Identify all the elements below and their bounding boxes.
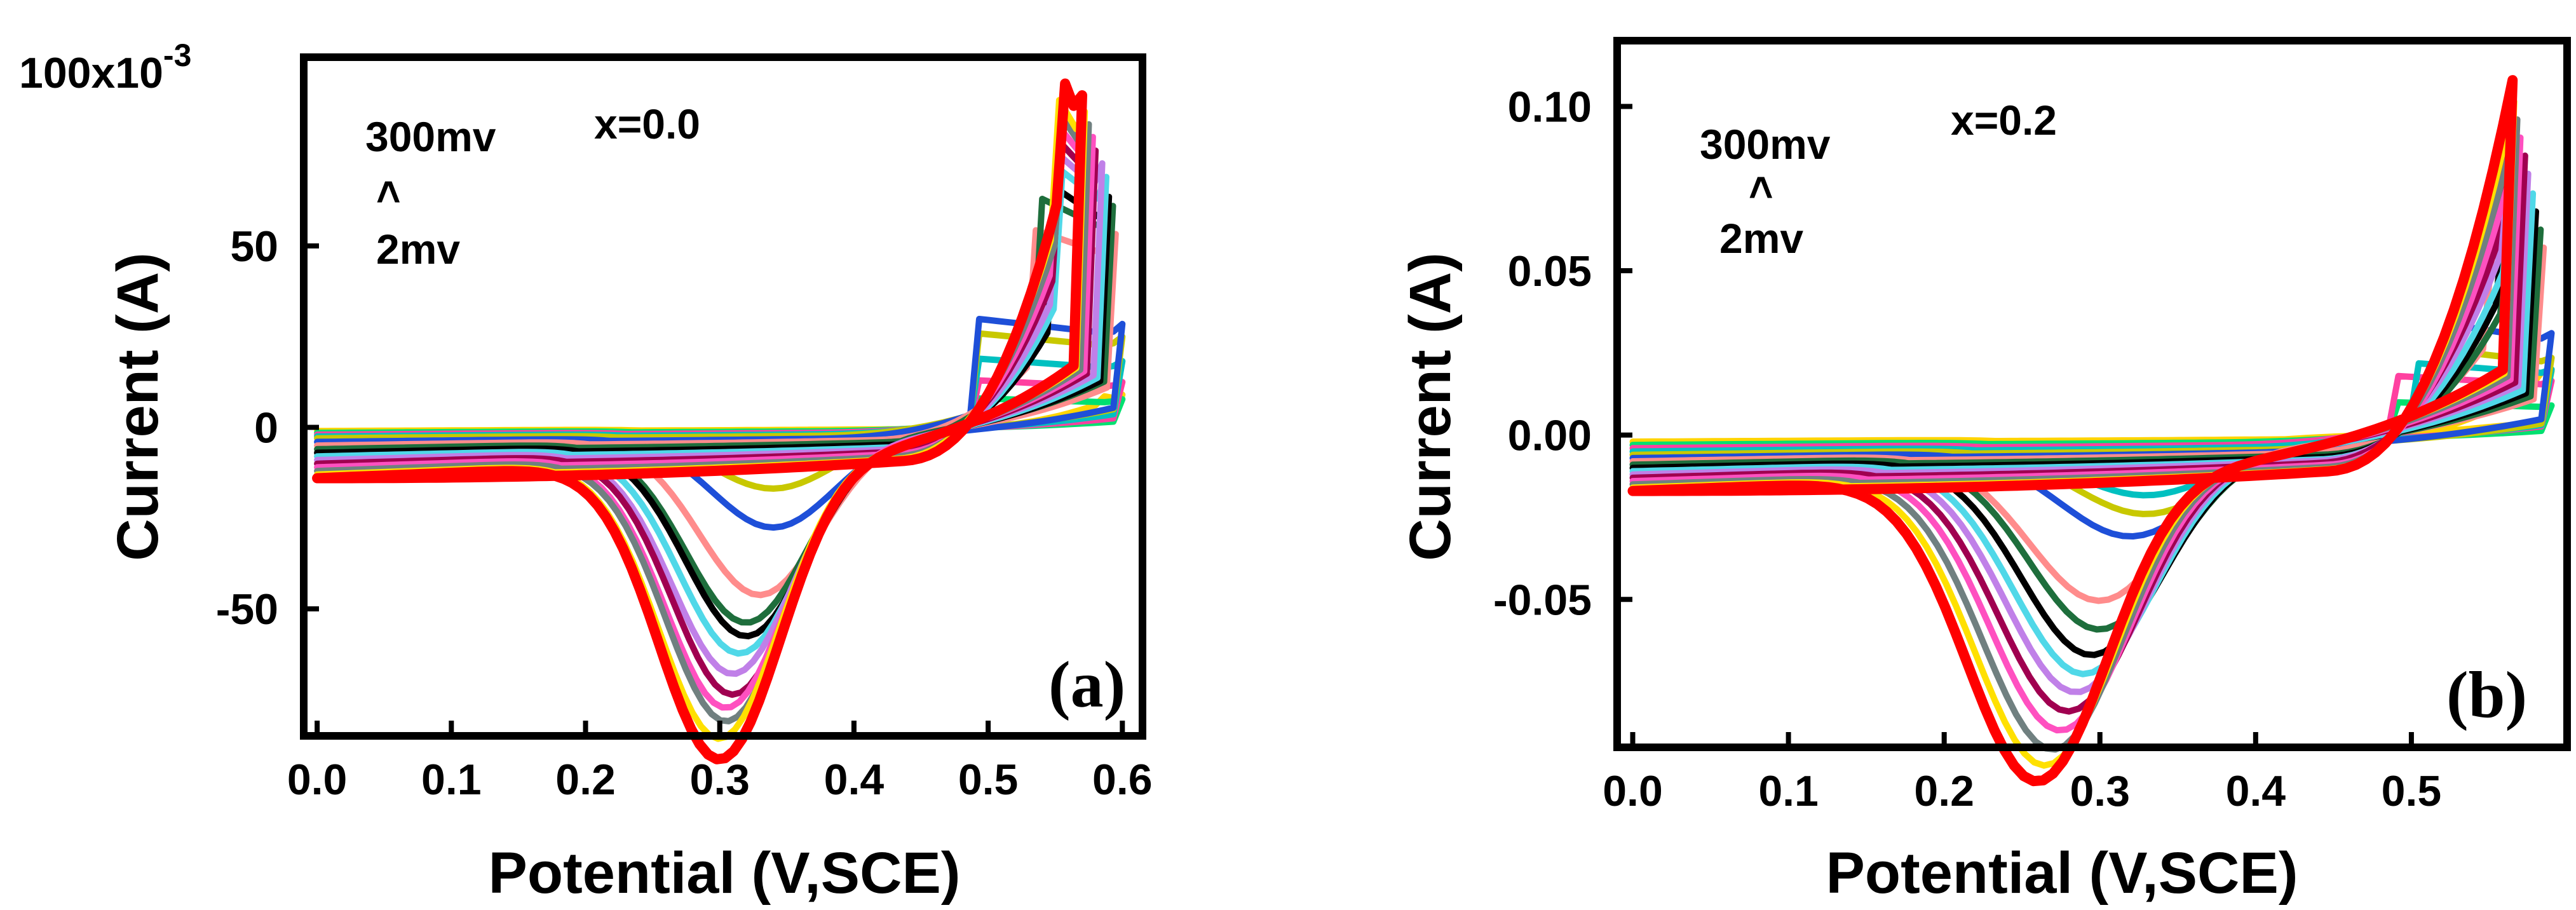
- y-tick-label: 0.05: [1508, 247, 1592, 295]
- scan-rate-low-label: 2mv: [376, 226, 460, 273]
- panel-label-b: (b): [2446, 658, 2527, 731]
- x-tick-label: 0.5: [958, 756, 1019, 804]
- y-scale-label: 100x10-3: [19, 37, 191, 97]
- y-tick-label: 50: [230, 222, 278, 271]
- x-tick-label: 0.3: [2070, 767, 2130, 815]
- cv-curve-300mv: [312, 78, 1087, 764]
- x-tick-label: 0.0: [1603, 767, 1663, 815]
- x-tick-label: 0.5: [2382, 767, 2442, 815]
- x-tick-label: 0.4: [824, 756, 885, 804]
- x-tick-label: 0.3: [689, 756, 750, 804]
- curves-group: [1627, 75, 2555, 787]
- panel-label-a: (a): [1048, 648, 1125, 721]
- composition-label: x=0.2: [1951, 97, 2057, 144]
- y-axis-title: Current (A): [1398, 252, 1463, 561]
- x-tick-label: 0.2: [1914, 767, 1974, 815]
- y-axis-title: Current (A): [105, 252, 170, 561]
- x-tick-label: 0.1: [421, 756, 482, 804]
- composition-label: x=0.0: [594, 100, 700, 147]
- panel-a: 0.0 0.1 0.2 0.3 0.4 0.5 0.6 -50 0 50 100x10-3 Cur…: [19, 37, 1153, 906]
- x-tick-label: 0.1: [1758, 767, 1819, 815]
- x-tick-label: 0.6: [1092, 756, 1153, 804]
- scan-rate-low-label: 2mv: [1719, 215, 1803, 262]
- cv-curve-60mv: [314, 227, 1119, 599]
- scan-rate-high-label: 300mv: [1700, 121, 1831, 168]
- x-axis-title: Potential (V,SCE): [1826, 841, 2298, 906]
- x-axis-title: Potential (V,SCE): [489, 841, 961, 906]
- arrow-up-icon: ˄: [1749, 164, 1773, 211]
- y-tick-label: 0: [254, 404, 278, 452]
- x-tick-label: 0.0: [287, 756, 348, 804]
- ticks-group: 0.0 0.1 0.2 0.3 0.4 0.5 -0.05 0.00 0.05 0.10: [1493, 83, 2441, 815]
- x-tick-label: 0.2: [555, 756, 616, 804]
- y-tick-label: -50: [216, 585, 278, 634]
- cv-curve-300mv: [1627, 75, 2518, 787]
- ticks-group: 0.0 0.1 0.2 0.3 0.4 0.5 0.6 -50 0 50: [216, 222, 1153, 804]
- y-tick-label: -0.05: [1493, 576, 1592, 624]
- y-tick-label: 0.10: [1508, 83, 1592, 131]
- plot-frame: [300, 53, 1146, 740]
- arrow-up-icon: ˄: [376, 168, 401, 215]
- y-tick-label: 0.00: [1508, 412, 1592, 460]
- scan-rate-high-label: 300mv: [365, 113, 496, 160]
- x-tick-label: 0.4: [2226, 767, 2286, 815]
- plot-frame: [1613, 37, 2571, 751]
- panel-b: 0.0 0.1 0.2 0.3 0.4 0.5 -0.05 0.00 0.05 0.10 Curr…: [1398, 37, 2571, 906]
- curves-group: [312, 78, 1126, 764]
